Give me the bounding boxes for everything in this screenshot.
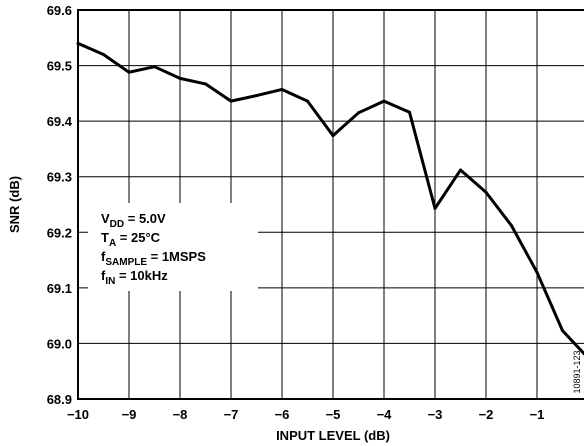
grid: [77, 9, 584, 400]
data-point: [280, 87, 284, 91]
data-layer: [76, 41, 584, 356]
y-tick-label: 69.2: [47, 225, 72, 240]
x-tick-label: −5: [326, 407, 341, 422]
y-tick-label: 69.0: [47, 336, 72, 351]
x-tick-labels: −10−9−8−7−6−5−4−3−2−10: [67, 407, 545, 422]
data-point: [561, 329, 564, 333]
y-tick-label: 69.4: [47, 114, 73, 129]
y-axis-title: SNR (dB): [7, 176, 22, 233]
plot-frame: [77, 9, 584, 400]
annotation-background: [88, 203, 258, 291]
y-tick-label: 69.3: [47, 170, 72, 185]
data-point: [331, 134, 335, 138]
y-tick-labels: 68.9 69.0 69.1 69.2 69.3 69.4 69.5 69.6: [47, 3, 73, 407]
annotation-line: VDD = 5.0V: [101, 211, 166, 230]
y-tick-label: 69.6: [47, 3, 72, 18]
figure-id: 10891-123: [572, 350, 582, 393]
data-point: [357, 111, 360, 115]
data-point: [408, 110, 411, 114]
x-tick-label: −10: [67, 407, 89, 422]
data-point: [153, 65, 156, 69]
annotation-line: fIN = 10kHz: [101, 268, 168, 287]
x-tick-label: −8: [173, 407, 188, 422]
data-point: [535, 270, 539, 274]
x-tick-label: −3: [428, 407, 443, 422]
annotation-line: fSAMPLE = 1MSPS: [101, 249, 206, 268]
x-tick-label: −7: [224, 407, 239, 422]
data-point: [204, 82, 207, 86]
y-tick-label: 69.1: [47, 281, 72, 296]
data-point: [484, 190, 488, 194]
y-tick-label: 68.9: [47, 392, 72, 407]
x-tick-label: −6: [275, 407, 290, 422]
data-point: [382, 99, 386, 103]
data-point: [255, 94, 258, 98]
x-tick-label: −4: [377, 407, 393, 422]
x-tick-label: −9: [122, 407, 137, 422]
x-tick-label: −2: [479, 407, 494, 422]
x-axis-title: INPUT LEVEL (dB): [276, 428, 390, 443]
y-tick-label: 69.5: [47, 59, 72, 74]
data-point: [127, 70, 131, 74]
data-point: [76, 41, 80, 45]
data-point: [433, 206, 437, 210]
data-point: [178, 76, 182, 80]
data-point: [459, 168, 462, 172]
data-point: [510, 224, 513, 228]
data-point: [102, 52, 105, 56]
data-point: [306, 99, 309, 103]
data-point: [229, 99, 233, 103]
x-tick-label: −1: [530, 407, 545, 422]
annotation-line: TA = 25°C: [101, 230, 161, 249]
